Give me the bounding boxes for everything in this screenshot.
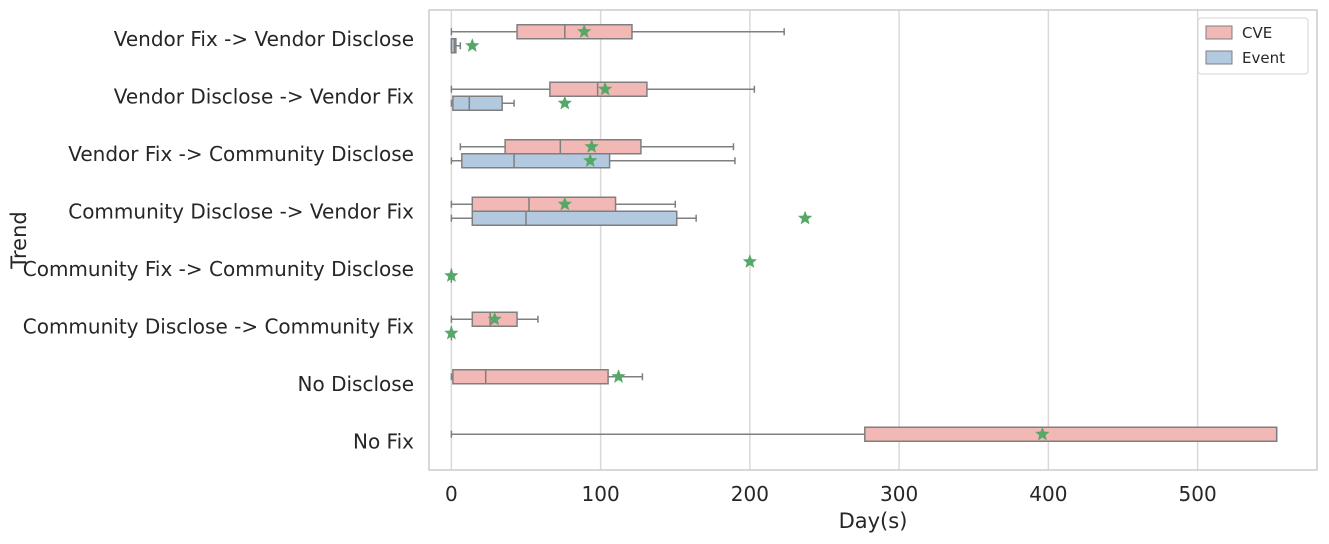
legend: CVE Event [1197,17,1309,75]
box-body-event-1 [452,95,503,111]
mean-marker-cve-0 [577,24,592,38]
mean-marker-cve-6 [611,369,626,383]
mean-marker-cve-2 [584,139,599,153]
x-tick-label-100: 100 [582,482,620,506]
x-tick-label-400: 400 [1029,482,1067,506]
box-body-event-3 [471,210,678,226]
y-tick-label-3: Community Disclose -> Vendor Fix [68,199,414,223]
plot-frame [428,9,1318,471]
mean-marker-cve-7 [1035,426,1050,441]
y-tick-label-7: No Fix [353,429,414,453]
mean-marker-event-2 [583,153,598,167]
box-event-2 [450,153,736,169]
box-cve-1 [450,81,756,97]
box-cve-0 [450,24,785,40]
box-body-cve-6 [452,369,609,385]
mean-marker-cve-5 [487,311,502,326]
legend-label-event: Event [1242,49,1285,67]
mean-marker-event-4 [444,268,459,282]
y-tick-label-4: Community Fix -> Community Disclose [23,257,414,281]
y-tick-label-0: Vendor Fix -> Vendor Disclose [114,27,414,51]
box-body-event-2 [461,153,611,169]
x-axis-label: Day(s) [839,509,908,533]
x-tick-label-0: 0 [445,482,458,506]
box-body-cve-0 [516,24,633,40]
plot-area-background [429,10,1317,470]
box-body-cve-2 [504,139,642,155]
legend-swatch-event [1205,50,1233,65]
y-tick-label-5: Community Disclose -> Community Fix [23,314,414,338]
mean-marker-cve-1 [597,81,613,96]
mean-marker-event-0 [465,38,480,52]
x-tick-label-300: 300 [880,482,918,506]
box-event-3 [450,210,697,226]
mean-marker-cve-3 [557,196,572,211]
box-body-cve-3 [471,196,617,212]
mean-marker-event-1 [557,95,572,110]
legend-label-cve: CVE [1242,24,1272,42]
box-event-0 [450,38,462,54]
mean-marker-cve-4 [742,254,758,268]
box-body-cve-7 [864,426,1278,442]
mean-markers [444,24,1050,441]
y-axis-label: Trend [7,211,31,269]
mean-marker-event-3 [797,210,813,225]
box-cve-7 [450,426,1278,442]
mean-marker-event-5 [444,325,459,340]
x-axis-ticks: 0 100 200 300 400 500 [445,482,1217,506]
legend-swatch-cve [1205,25,1233,40]
y-axis-ticks: Vendor Fix -> Vendor Disclose Vendor Disc… [23,27,414,454]
y-tick-label-6: No Disclose [298,372,414,396]
y-tick-label-1: Vendor Disclose -> Vendor Fix [114,84,414,108]
x-tick-label-200: 200 [731,482,769,506]
box-series [450,24,1278,442]
box-cve-6 [450,369,644,385]
box-event-1 [450,95,515,111]
y-tick-label-2: Vendor Fix -> Community Disclose [68,142,414,166]
x-tick-label-500: 500 [1179,482,1217,506]
